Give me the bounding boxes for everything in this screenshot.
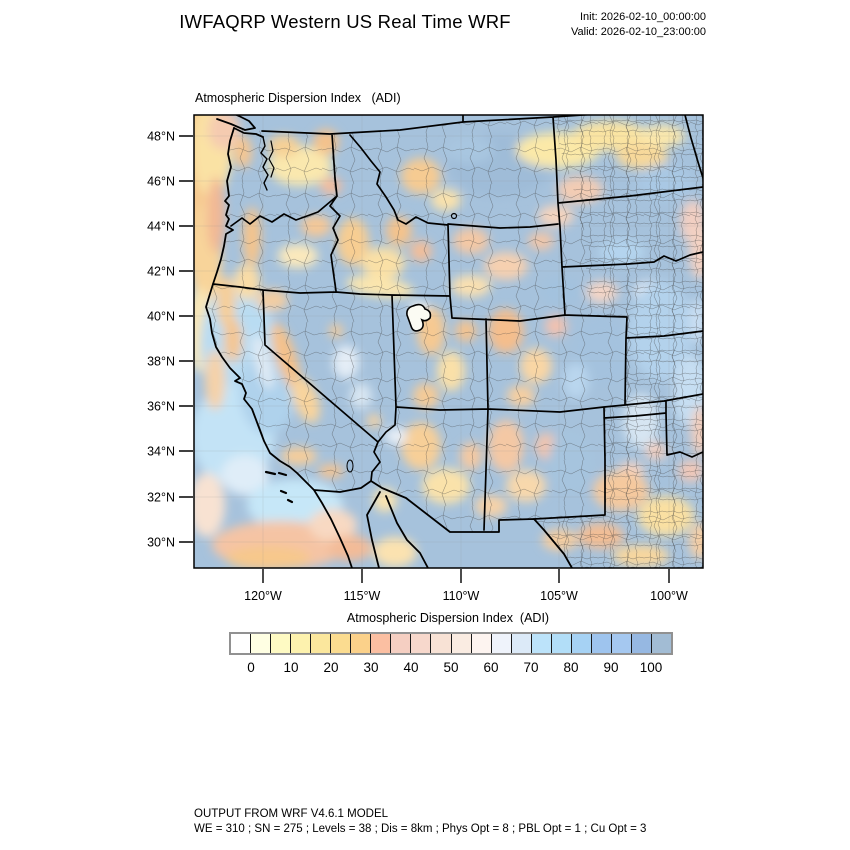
colorbar-cell — [390, 634, 411, 653]
colorbar-cell — [590, 634, 611, 653]
colorbar-cell — [250, 634, 271, 653]
lat-label: 48°N — [147, 130, 175, 144]
latitude-axis — [179, 135, 193, 543]
channel-islands — [264, 470, 294, 504]
lon-label: 110°W — [443, 589, 480, 603]
mexico-border — [313, 480, 573, 568]
plot-subtitle: Atmospheric Dispersion Index (ADI) — [195, 91, 401, 105]
colorbar-tick-label: 90 — [603, 660, 619, 675]
colorbar-tick-label: 50 — [443, 660, 459, 675]
colorbar-tick-label: 0 — [247, 660, 255, 675]
colorbar-cell — [410, 634, 431, 653]
sonora-coast — [385, 495, 429, 568]
colorbar-cell — [570, 634, 591, 653]
vancouver-island-coast — [216, 115, 256, 131]
colorbar-cell — [370, 634, 391, 653]
colorbar-cell — [330, 634, 351, 653]
coastline — [205, 115, 429, 568]
lat-label: 32°N — [147, 491, 175, 505]
great-salt-lake — [406, 303, 432, 332]
baja-gulf-coast — [366, 491, 381, 568]
colorbar-labels: 0 10 20 30 40 50 60 70 80 90 100 — [0, 660, 850, 680]
colorbar-tick-label: 20 — [323, 660, 339, 675]
colorbar-tick-label: 80 — [563, 660, 579, 675]
valid-time: Valid: 2026-02-10_23:00:00 — [571, 25, 706, 38]
colorbar-cell — [290, 634, 311, 653]
colorbar-tick-label: 40 — [403, 660, 419, 675]
lat-label: 34°N — [147, 445, 175, 459]
colorbar-tick-label: 70 — [523, 660, 539, 675]
model-info-line2: WE = 310 ; SN = 275 ; Levels = 38 ; Dis … — [194, 822, 647, 835]
colorbar-cell — [310, 634, 331, 653]
lat-label: 42°N — [147, 265, 175, 279]
model-info-line1: OUTPUT FROM WRF V4.6.1 MODEL — [194, 808, 389, 820]
longitude-labels: 120°W 115°W 110°W 105°W 100°W — [244, 589, 688, 603]
colorbar-cells — [229, 632, 673, 655]
state-borders — [212, 115, 703, 531]
page-title: IWFAQRP Western US Real Time WRF — [179, 11, 511, 32]
colorbar-cell — [630, 634, 651, 653]
map-plot: 48°N 46°N 44°N 42°N 40°N 38°N 36°N 34°N … — [147, 114, 704, 603]
init-time: Init: 2026-02-10_00:00:00 — [580, 11, 706, 23]
lat-label: 44°N — [147, 220, 175, 234]
colorbar-cell — [610, 634, 631, 653]
yellowstone-lake — [450, 212, 458, 220]
latitude-labels: 48°N 46°N 44°N 42°N 40°N 38°N 36°N 34°N … — [147, 130, 175, 550]
lat-label: 30°N — [147, 536, 175, 550]
lon-label: 120°W — [244, 589, 282, 603]
colorbar-cell — [450, 634, 471, 653]
colorbar-cell — [650, 634, 672, 653]
run-times: Init: 2026-02-10_00:00:00 Valid: 2026-02… — [571, 10, 706, 39]
lat-label: 38°N — [147, 355, 175, 369]
colorbar-cell — [350, 634, 371, 653]
colorbar-cell — [430, 634, 451, 653]
lat-label: 46°N — [147, 175, 175, 189]
lat-label: 36°N — [147, 400, 175, 414]
colorbar-cell — [490, 634, 511, 653]
colorbar-tick-label: 30 — [363, 660, 379, 675]
county-texture — [206, 115, 703, 568]
lon-label: 115°W — [344, 589, 381, 603]
colorbar-cell — [470, 634, 491, 653]
salton-sea — [346, 459, 354, 473]
longitude-axis — [262, 569, 670, 583]
map-frame — [193, 114, 704, 569]
colorbar-cell — [550, 634, 571, 653]
colorbar-tick-label: 60 — [483, 660, 499, 675]
lon-label: 100°W — [650, 589, 688, 603]
colorbar-cell — [231, 634, 251, 653]
colorbar-tick-label: 10 — [283, 660, 299, 675]
colorbar-cell — [530, 634, 551, 653]
colorbar-title: Atmospheric Dispersion Index (ADI) — [346, 611, 550, 625]
lon-label: 105°W — [540, 589, 578, 603]
colorbar-cell — [510, 634, 531, 653]
model-info: OUTPUT FROM WRF V4.6.1 MODEL WE = 310 ; … — [194, 807, 646, 836]
colorbar-cell — [270, 634, 291, 653]
colorbar-tick-label: 100 — [639, 660, 663, 675]
lat-label: 40°N — [147, 310, 175, 324]
